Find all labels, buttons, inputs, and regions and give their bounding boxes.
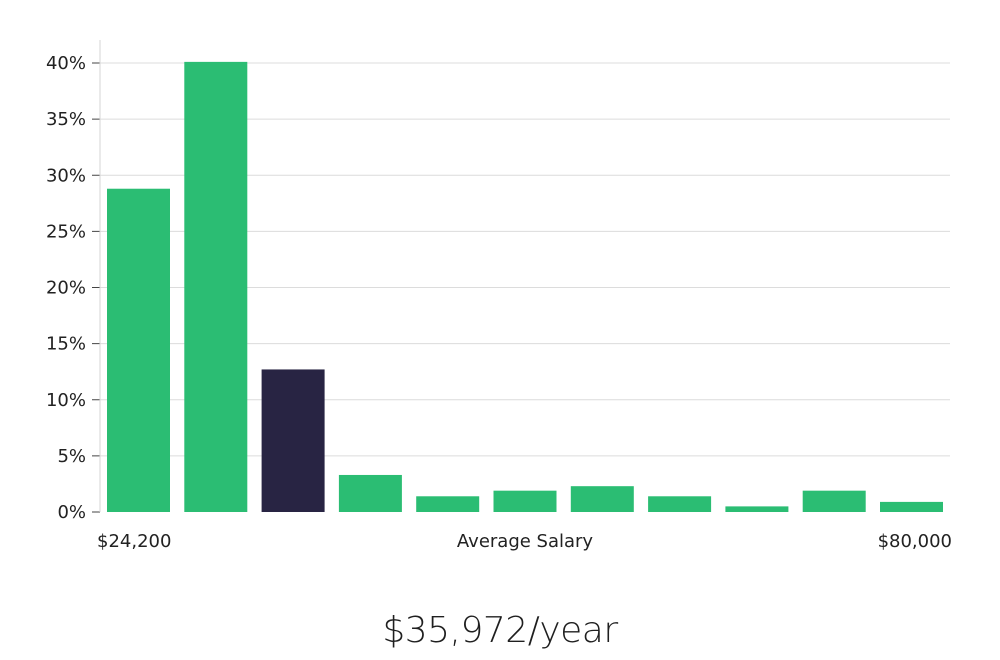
bar bbox=[107, 188, 170, 512]
y-tick-label: 40% bbox=[46, 53, 86, 74]
x-axis-min-label: $24,200 bbox=[97, 531, 171, 552]
bar bbox=[648, 496, 712, 512]
y-tick-label: 10% bbox=[46, 390, 86, 411]
bar bbox=[802, 490, 866, 512]
bar bbox=[184, 61, 248, 512]
y-tick-label: 5% bbox=[57, 446, 86, 467]
bar bbox=[725, 506, 789, 512]
y-axis-ticks: 0% 5% 10% 15% 20% 25% 30% 35% 40% bbox=[46, 53, 100, 523]
x-axis-max-label: $80,000 bbox=[878, 531, 952, 552]
bar bbox=[880, 501, 943, 512]
bars bbox=[107, 61, 943, 512]
bar bbox=[338, 474, 402, 512]
y-tick-label: 30% bbox=[46, 165, 86, 186]
bar bbox=[416, 496, 480, 512]
bar bbox=[493, 490, 557, 512]
y-tick-label: 0% bbox=[57, 502, 86, 523]
y-tick-label: 15% bbox=[46, 334, 86, 355]
average-salary-headline: $35,972/year bbox=[382, 610, 618, 651]
y-tick-label: 25% bbox=[46, 221, 86, 242]
bar-highlighted bbox=[261, 369, 325, 512]
x-axis-title: Average Salary bbox=[457, 531, 594, 552]
salary-histogram: 0% 5% 10% 15% 20% 25% 30% 35% 40% $24,200 Averag… bbox=[46, 40, 952, 552]
bar bbox=[570, 486, 634, 512]
y-tick-label: 35% bbox=[46, 109, 86, 130]
y-tick-label: 20% bbox=[46, 278, 86, 299]
